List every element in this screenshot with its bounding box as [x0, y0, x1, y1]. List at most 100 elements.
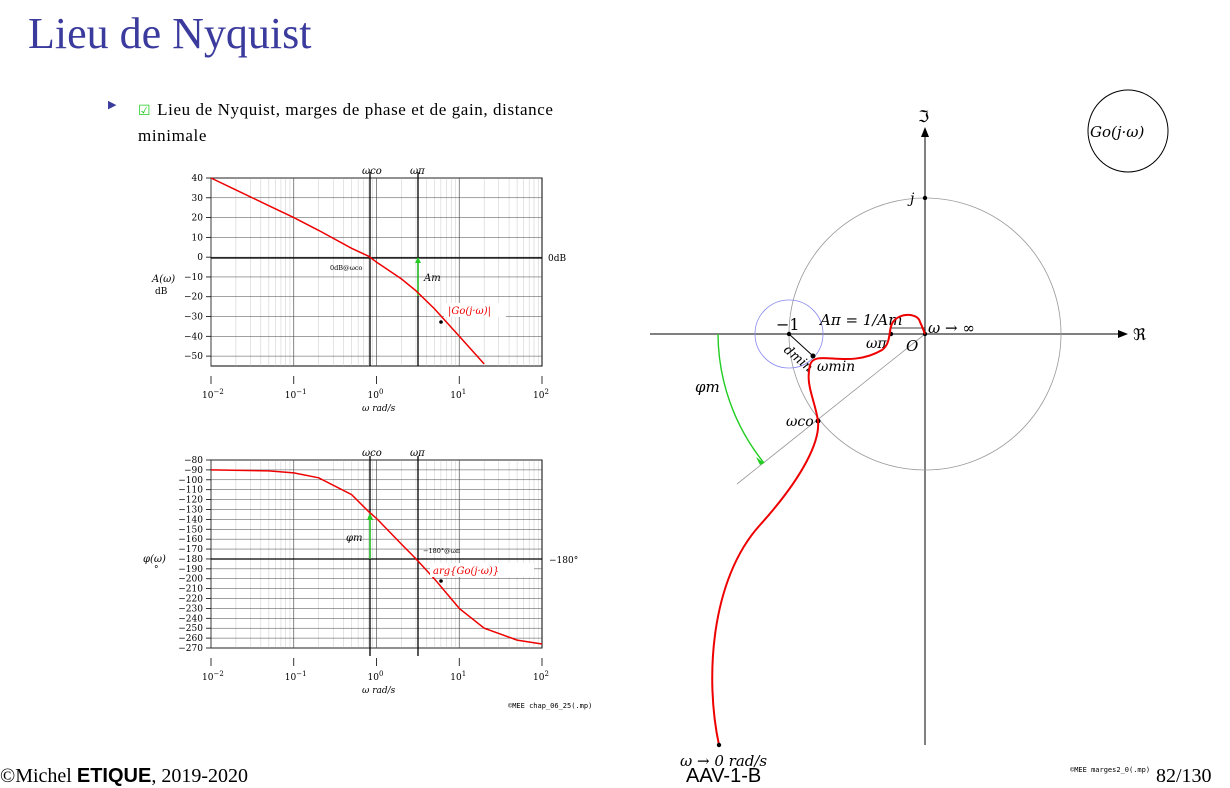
zero-db-at-label: 0dB@ωco: [330, 264, 363, 272]
footer-course: AAV-1-B: [686, 765, 762, 787]
checkbox-icon: ☑: [138, 104, 152, 119]
phase-margin-line: [736, 333, 926, 485]
gain-curve-label: |Go(j·ω)|: [448, 306, 491, 317]
phase-curve-marker: [439, 579, 443, 583]
im-axis-arrow: [921, 127, 929, 137]
im-axis-label: ℑ: [918, 107, 929, 126]
phi-m-label-bode: φm: [346, 533, 362, 544]
footer-author-name: ETIQUE: [76, 765, 152, 787]
y-tick-label: −220: [178, 595, 203, 605]
y-tick-label: 0: [197, 253, 203, 263]
y-tick-label: −120: [178, 496, 203, 506]
y-tick-label: −260: [178, 634, 203, 644]
bullet-arrow-icon: ▶: [108, 98, 117, 111]
wmin-point: [810, 353, 816, 359]
y-tick-label: −20: [184, 293, 203, 303]
y-tick-label: −240: [178, 614, 203, 624]
y-tick-label: −180: [178, 555, 203, 565]
y-tick-label: −160: [178, 535, 203, 545]
y-tick-label: −230: [178, 604, 203, 614]
x-tick-label: 102: [533, 670, 549, 683]
credit-left: ©MEE chap_06_25(.mp): [508, 702, 593, 710]
bullet-text: Lieu de Nyquist, marges de phase et de g…: [138, 100, 554, 145]
am-label: Am: [423, 273, 441, 284]
y-tick-label: −130: [178, 505, 203, 515]
y-tick-label: −170: [178, 545, 203, 555]
go-badge-circle: [1087, 89, 1169, 173]
x-tick-label: 10−2: [202, 388, 224, 401]
y-tick-label: −10: [184, 273, 203, 283]
footer-author: ©Michel ETIQUE, 2019-2020: [0, 765, 248, 788]
y-tick-label: −140: [178, 515, 203, 525]
y-tick-label: −100: [178, 476, 203, 486]
gain-curve-label-bg: [444, 303, 506, 317]
y-tick-label: −110: [178, 486, 203, 496]
x-tick-label: 10−1: [285, 670, 307, 683]
y-tick-label: −200: [178, 575, 203, 585]
wco-label-gain: ωco: [362, 166, 382, 177]
y-tick-label: 30: [192, 194, 204, 204]
w-zero-point: [716, 742, 722, 748]
phi-m-arc: [717, 333, 765, 464]
slide-title: Lieu de Nyquist: [28, 9, 312, 58]
gain-grid: [210, 177, 542, 366]
gain-unit: dB: [155, 287, 168, 297]
y-tick-label: 20: [192, 214, 204, 224]
y-tick-label: 40: [192, 174, 204, 184]
phase-xlabel: ω rad/s: [362, 686, 396, 696]
phase-curve-label-bg: [430, 563, 534, 577]
phase-grid: [210, 459, 542, 649]
x-tick-label: 101: [450, 670, 466, 683]
phase-curve: [210, 469, 543, 645]
wpi-label-gain: ωπ: [410, 166, 425, 177]
y-tick-label: −30: [184, 313, 203, 323]
phi-m-label-nyq: φm: [695, 378, 720, 396]
phi-m-arc-head: [756, 457, 764, 465]
y-tick-label: −40: [184, 332, 203, 342]
y-tick-label: −150: [178, 525, 203, 535]
gain-ylabel: A(ω): [151, 274, 175, 285]
footer-years: , 2019-2020: [151, 765, 248, 787]
phase-curve-label: arg{Go(j·ω)}: [433, 566, 499, 577]
y-tick-label: −270: [178, 644, 203, 654]
gain-x-ticks: 10−2 10−1 100 101 102: [202, 376, 549, 401]
credit-right: ©MEE marges2_0(.mp): [1070, 766, 1151, 774]
w-inf-label: ω → ∞: [928, 319, 975, 337]
go-badge-label: Go(j·ω): [1090, 123, 1145, 141]
y-tick-label: −50: [184, 352, 203, 362]
nyquist-plot: ℜ ℑ j −1 dmin ωmin φm ωco ωπ Aπ = 1/Am O…: [650, 89, 1169, 770]
dmin-label: dmin: [780, 343, 815, 376]
gain-y-ticks: 40 30 20 10 0 −10 −20 −30 −40 −50: [184, 174, 211, 362]
wmin-label: ωmin: [817, 359, 855, 375]
x-tick-label: 102: [533, 388, 549, 401]
m180-label: −180°: [549, 556, 578, 566]
x-tick-label: 100: [368, 670, 384, 683]
phase-bode-plot: −80−90−100−110−120−130−140−150−160−170−1…: [143, 448, 578, 696]
gain-curve-marker: [439, 320, 443, 324]
y-tick-label: −90: [184, 466, 203, 476]
x-tick-label: 100: [368, 388, 384, 401]
re-axis-label: ℜ: [1133, 325, 1146, 344]
bullet-item: ☑ Lieu de Nyquist, marges de phase et de …: [138, 98, 578, 148]
gain-xlabel: ω rad/s: [362, 404, 396, 414]
y-tick-label: −80: [184, 456, 203, 466]
j-label: j: [907, 191, 915, 207]
wco-label-nyq: ωco: [786, 414, 814, 430]
y-tick-label: −250: [178, 624, 203, 634]
a-pi-label: Aπ = 1/Am: [818, 311, 902, 329]
w-zero-label: ω → 0 rad/s: [680, 752, 767, 770]
am-arrow-head: [415, 257, 421, 263]
gain-curve: [210, 177, 485, 365]
phase-ylabel: φ(ω): [143, 554, 166, 565]
dmin-line: [788, 333, 814, 357]
y-tick-label: 10: [192, 233, 204, 243]
phase-y-ticks: −80−90−100−110−120−130−140−150−160−170−1…: [178, 456, 211, 654]
nyquist-curve: [711, 313, 926, 746]
m180-at-label: −180°@ωπ: [423, 547, 461, 555]
x-tick-label: 10−1: [285, 388, 307, 401]
phase-x-ticks: 10−2 10−1 100 101 102: [202, 658, 549, 683]
zero-db-label: 0dB: [548, 254, 566, 264]
x-tick-label: 10−2: [202, 670, 224, 683]
